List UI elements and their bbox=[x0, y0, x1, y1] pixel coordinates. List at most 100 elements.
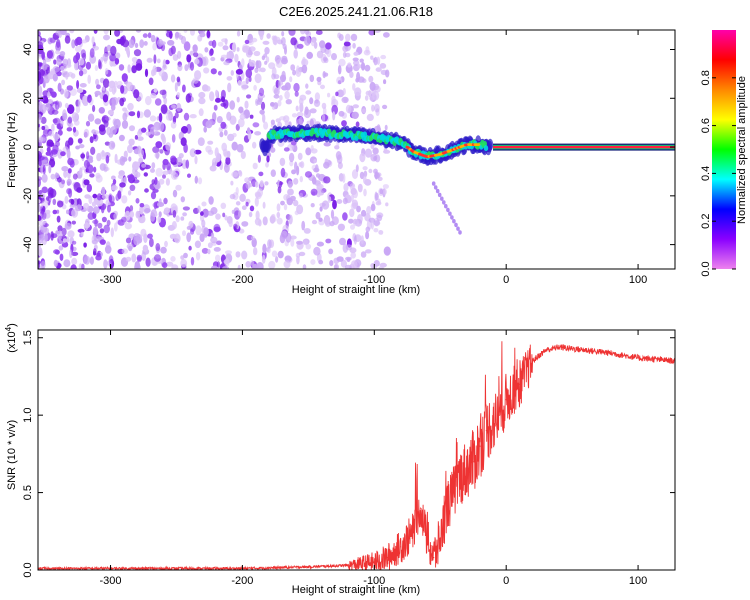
noise-speckle bbox=[117, 174, 124, 180]
noise-speckle bbox=[144, 208, 151, 213]
noise-speckle bbox=[63, 88, 69, 99]
noise-speckle bbox=[248, 46, 256, 52]
noise-speckle bbox=[360, 62, 366, 71]
noise-speckle bbox=[298, 116, 303, 127]
noise-speckle bbox=[194, 155, 198, 165]
noise-speckle bbox=[365, 90, 371, 96]
noise-speckle bbox=[79, 167, 83, 176]
noise-speckle bbox=[83, 255, 91, 265]
noise-speckle bbox=[281, 37, 286, 46]
noise-speckle bbox=[254, 197, 259, 207]
noise-speckle bbox=[252, 141, 257, 149]
noise-speckle bbox=[374, 103, 380, 113]
noise-speckle bbox=[281, 85, 289, 91]
snr-scale-factor: (x104) bbox=[4, 323, 18, 353]
noise-speckle bbox=[229, 115, 237, 125]
noise-speckle bbox=[127, 64, 131, 73]
noise-speckle bbox=[149, 237, 154, 248]
noise-speckle bbox=[128, 39, 135, 49]
noise-speckle bbox=[40, 116, 47, 124]
noise-speckle bbox=[288, 152, 295, 163]
x-tick-label: -300 bbox=[100, 575, 122, 587]
noise-speckle bbox=[152, 261, 158, 266]
noise-speckle bbox=[154, 98, 162, 106]
noise-speckle bbox=[55, 41, 61, 52]
snr-scale-close: ) bbox=[6, 323, 18, 327]
noise-speckle bbox=[251, 37, 258, 43]
noise-speckle bbox=[215, 254, 221, 262]
noise-speckle bbox=[353, 60, 360, 66]
noise-speckle bbox=[134, 135, 138, 140]
noise-speckle bbox=[246, 127, 251, 134]
noise-speckle bbox=[72, 173, 78, 180]
noise-speckle bbox=[145, 257, 151, 267]
noise-speckle bbox=[290, 37, 298, 46]
noise-speckle bbox=[194, 58, 200, 65]
noise-speckle bbox=[50, 173, 56, 180]
noise-speckle bbox=[56, 215, 61, 223]
noise-speckle bbox=[76, 80, 80, 89]
noise-speckle bbox=[104, 68, 109, 75]
noise-speckle bbox=[127, 174, 135, 180]
noise-speckle bbox=[98, 59, 101, 69]
noise-speckle bbox=[238, 210, 242, 218]
noise-speckle bbox=[165, 114, 172, 121]
noise-speckle bbox=[349, 71, 354, 78]
noise-speckle bbox=[368, 168, 373, 174]
snr-x-axis-title: Height of straight line (km) bbox=[292, 584, 420, 596]
noise-speckle bbox=[71, 112, 79, 121]
noise-speckle bbox=[224, 257, 230, 267]
noise-speckle bbox=[72, 126, 77, 133]
noise-speckle bbox=[166, 261, 174, 267]
noise-speckle bbox=[66, 188, 72, 195]
noise-speckle bbox=[83, 128, 90, 138]
noise-speckle bbox=[369, 81, 376, 91]
noise-speckle bbox=[92, 104, 96, 113]
noise-speckle bbox=[252, 122, 260, 128]
noise-speckle bbox=[227, 82, 232, 93]
noise-speckle bbox=[167, 224, 176, 231]
noise-speckle bbox=[385, 202, 389, 207]
noise-speckle bbox=[208, 196, 214, 205]
noise-speckle bbox=[342, 197, 348, 205]
noise-speckle bbox=[206, 30, 211, 39]
noise-speckle bbox=[172, 210, 177, 218]
noise-speckle bbox=[380, 54, 387, 60]
noise-speckle bbox=[325, 238, 332, 244]
noise-speckle bbox=[134, 261, 140, 269]
noise-speckle bbox=[368, 30, 376, 36]
noise-speckle bbox=[155, 167, 163, 177]
noise-speckle bbox=[273, 36, 281, 42]
noise-speckle bbox=[352, 104, 359, 109]
noise-speckle bbox=[382, 184, 389, 189]
noise-speckle bbox=[281, 57, 288, 65]
noise-speckle bbox=[296, 111, 304, 118]
noise-speckle bbox=[147, 32, 152, 39]
noise-speckle bbox=[182, 206, 190, 211]
noise-speckle bbox=[154, 152, 160, 159]
noise-speckle bbox=[201, 201, 207, 207]
noise-speckle bbox=[254, 181, 259, 188]
noise-speckle bbox=[49, 37, 56, 43]
noise-speckle bbox=[216, 116, 223, 124]
noise-speckle bbox=[185, 93, 192, 103]
noise-speckle bbox=[347, 62, 352, 68]
noise-speckle bbox=[162, 59, 167, 69]
noise-speckle bbox=[235, 201, 241, 206]
noise-speckle bbox=[172, 54, 179, 61]
noise-speckle bbox=[226, 111, 232, 121]
noise-speckle bbox=[175, 215, 180, 223]
noise-speckle bbox=[275, 59, 283, 68]
noise-speckle bbox=[237, 264, 241, 269]
noise-speckle bbox=[222, 212, 226, 218]
noise-speckle bbox=[174, 112, 179, 119]
noise-speckle bbox=[45, 209, 51, 215]
noise-speckle bbox=[176, 92, 181, 98]
noise-speckle bbox=[203, 231, 208, 238]
noise-speckle bbox=[67, 116, 73, 124]
signal-blob bbox=[487, 138, 494, 151]
noise-speckle bbox=[38, 113, 42, 124]
noise-speckle bbox=[376, 124, 381, 131]
noise-speckle bbox=[363, 49, 371, 56]
branch-blob bbox=[433, 185, 438, 190]
